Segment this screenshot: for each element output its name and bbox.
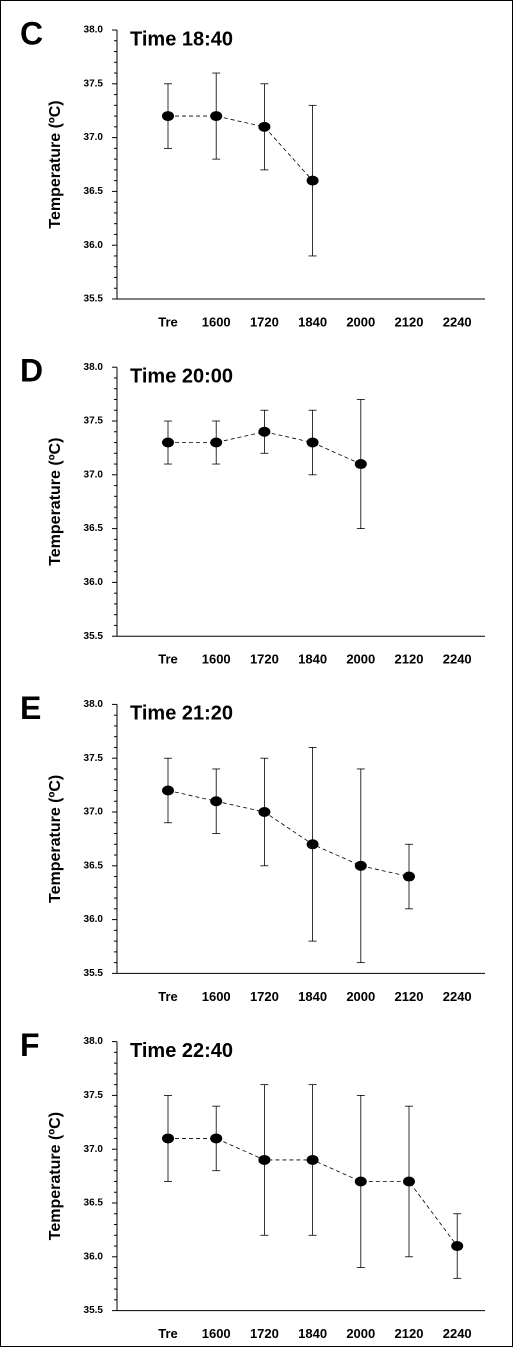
- x-tick-label: 2000: [346, 989, 375, 1004]
- y-axis-label: Temperature (ºC): [47, 100, 64, 228]
- y-tick-label: 38.0: [84, 362, 104, 373]
- x-tick-label: 2120: [395, 314, 424, 329]
- point: [258, 1154, 271, 1165]
- x-tick-label: Tre: [158, 989, 178, 1004]
- y-tick-label: 35.5: [84, 294, 104, 305]
- point: [451, 1241, 464, 1252]
- x-tick-label: 2000: [346, 314, 375, 329]
- x-tick-label: Tre: [158, 652, 178, 667]
- point: [306, 1154, 319, 1165]
- x-tick-label: 1720: [250, 1326, 279, 1341]
- x-tick-label: 1600: [202, 652, 231, 667]
- x-tick-label: 1720: [250, 314, 279, 329]
- point: [162, 111, 174, 122]
- x-tick-label: 1600: [202, 989, 231, 1004]
- x-tick-label: Tre: [158, 1326, 178, 1341]
- x-tick-label: 2120: [395, 1326, 424, 1341]
- y-tick-label: 36.0: [84, 240, 104, 251]
- y-axis-label: Temperature (ºC): [47, 438, 64, 566]
- y-tick-label: 37.0: [84, 1144, 104, 1155]
- y-tick-label: 36.0: [84, 577, 104, 588]
- y-tick-label: 37.5: [84, 1090, 104, 1101]
- point: [354, 459, 367, 470]
- chart-title: Time 18:40: [130, 28, 233, 50]
- y-tick-label: 38.0: [84, 699, 104, 710]
- y-tick-label: 37.5: [84, 416, 104, 427]
- point: [258, 426, 271, 437]
- y-tick-label: 37.0: [84, 807, 104, 818]
- point: [210, 796, 223, 807]
- x-tick-label: 1840: [298, 1326, 327, 1341]
- chart-title: Time 21:20: [130, 703, 233, 725]
- chart-title: Time 20:00: [130, 365, 233, 387]
- x-tick-label: 1600: [202, 314, 231, 329]
- point: [306, 175, 319, 186]
- panel-label: D: [20, 353, 43, 389]
- y-tick-label: 36.5: [84, 186, 104, 197]
- x-tick-label: Tre: [158, 314, 178, 329]
- x-tick-label: 1840: [298, 652, 327, 667]
- y-tick-label: 36.5: [84, 860, 104, 871]
- x-tick-label: 1840: [298, 314, 327, 329]
- y-tick-label: 36.5: [84, 523, 104, 534]
- y-axis-label: Temperature (ºC): [47, 775, 64, 903]
- y-tick-label: 37.5: [84, 753, 104, 764]
- point: [306, 839, 319, 850]
- x-tick-label: 2240: [443, 989, 472, 1004]
- x-tick-label: 2120: [395, 652, 424, 667]
- y-tick-label: 36.0: [84, 914, 104, 925]
- y-tick-label: 35.5: [84, 968, 104, 979]
- y-tick-label: 35.5: [84, 1305, 104, 1316]
- point: [403, 1176, 415, 1187]
- x-tick-label: 2000: [346, 1326, 375, 1341]
- y-axis-label: Temperature (ºC): [47, 1112, 64, 1240]
- y-tick-label: 38.0: [84, 25, 104, 36]
- x-tick-label: 1720: [250, 652, 279, 667]
- line: [168, 431, 361, 465]
- y-tick-label: 36.5: [84, 1198, 104, 1209]
- panel-label: F: [20, 1027, 40, 1063]
- point: [162, 785, 174, 796]
- point: [306, 437, 319, 448]
- point: [210, 1133, 223, 1144]
- chart-title: Time 22:40: [130, 1040, 233, 1062]
- point: [258, 807, 271, 817]
- panel-label: E: [20, 690, 41, 726]
- y-tick-label: 37.0: [84, 469, 104, 480]
- x-tick-label: 2240: [443, 652, 472, 667]
- x-tick-label: 2240: [443, 1326, 472, 1341]
- x-tick-label: 2240: [443, 314, 472, 329]
- point: [354, 860, 367, 871]
- y-tick-label: 37.0: [84, 132, 104, 143]
- y-tick-label: 36.0: [84, 1251, 104, 1262]
- point: [162, 1133, 174, 1144]
- x-tick-label: 1840: [298, 989, 327, 1004]
- x-tick-label: 2120: [395, 989, 424, 1004]
- point: [210, 111, 223, 122]
- point: [354, 1176, 367, 1187]
- line: [168, 115, 313, 181]
- point: [403, 871, 415, 882]
- x-tick-label: 1720: [250, 989, 279, 1004]
- y-tick-label: 35.5: [84, 631, 104, 642]
- line: [167, 790, 410, 877]
- point: [210, 437, 223, 448]
- y-tick-label: 37.5: [84, 78, 104, 89]
- point: [258, 121, 271, 132]
- x-tick-label: 2000: [346, 652, 375, 667]
- point: [162, 437, 174, 448]
- x-tick-label: 1600: [202, 1326, 231, 1341]
- y-tick-label: 38.0: [84, 1036, 104, 1047]
- panel-label: C: [20, 15, 43, 51]
